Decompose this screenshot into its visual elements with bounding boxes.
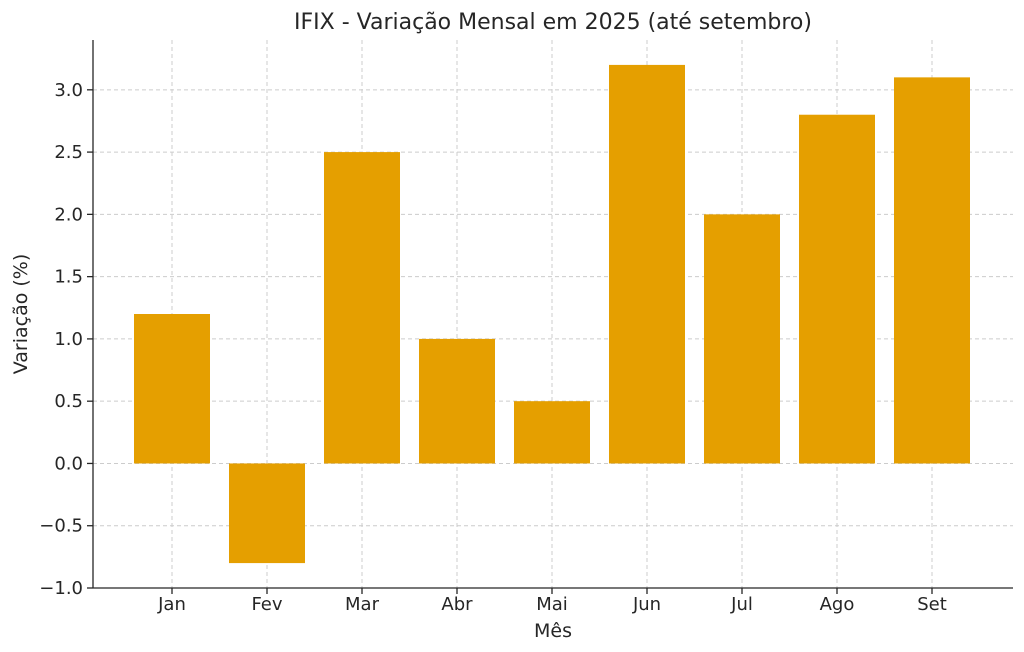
bar-jan xyxy=(134,314,210,464)
y-tick-label: 1.0 xyxy=(54,329,83,350)
y-axis-title: Variação (%) xyxy=(10,254,32,375)
bar-ago xyxy=(799,114,875,464)
x-tick-label: Abr xyxy=(441,594,473,615)
bar-abr xyxy=(419,338,495,464)
x-tick-label: Mai xyxy=(536,594,568,615)
y-tick-label: 0.0 xyxy=(54,453,83,474)
x-tick-label: Jun xyxy=(632,594,661,615)
axes xyxy=(92,40,1013,589)
bar-jun xyxy=(609,64,685,464)
bar-mar xyxy=(324,152,400,464)
y-tick-label: −0.5 xyxy=(39,516,83,537)
x-tick-label: Mar xyxy=(345,594,380,615)
y-tick-label: 2.5 xyxy=(54,142,83,163)
x-tick-label: Jan xyxy=(157,594,186,615)
x-tick-label: Ago xyxy=(820,594,855,615)
x-tick-label: Fev xyxy=(251,594,282,615)
y-tick-label: −1.0 xyxy=(39,578,83,599)
bar-set xyxy=(894,77,970,464)
bars xyxy=(134,64,970,564)
x-tick-label: Jul xyxy=(730,594,753,615)
bar-mai xyxy=(514,401,590,464)
x-tick-label: Set xyxy=(917,594,947,615)
y-tick-label: 3.0 xyxy=(54,80,83,101)
y-tick-label: 2.0 xyxy=(54,204,83,225)
chart-title: IFIX - Variação Mensal em 2025 (até sete… xyxy=(294,10,812,35)
y-tick-label: 1.5 xyxy=(54,267,83,288)
x-axis-title: Mês xyxy=(534,620,572,642)
bar-fev xyxy=(229,463,305,564)
bar-jul xyxy=(704,214,780,464)
y-tick-label: 0.5 xyxy=(54,391,83,412)
ticks: −1.0 −0.5 0.0 0.5 1.0 1.5 2.0 2.5 3.0 Jan Fev Mar Ab… xyxy=(39,80,947,615)
